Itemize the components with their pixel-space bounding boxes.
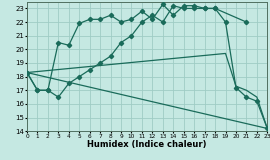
X-axis label: Humidex (Indice chaleur): Humidex (Indice chaleur) — [87, 140, 207, 149]
